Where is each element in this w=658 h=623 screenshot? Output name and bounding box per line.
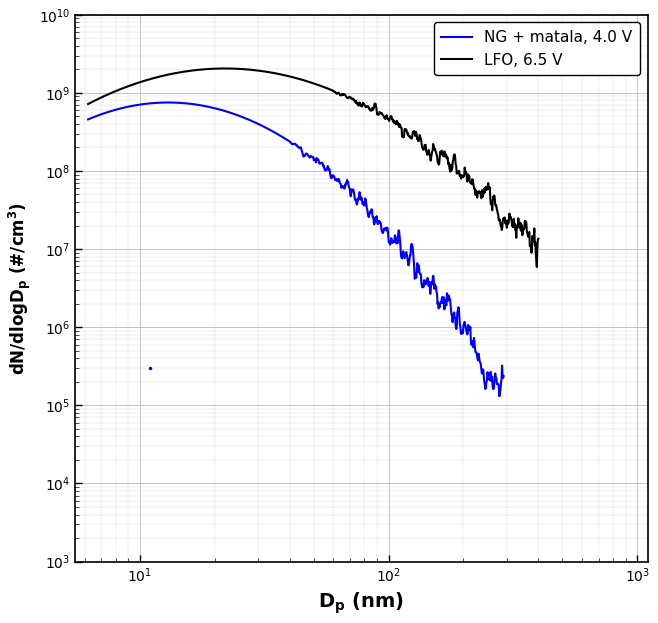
NG + matala, 4.0 V bbox=[110, 107, 118, 114]
LFO, 6.5 V bbox=[533, 264, 541, 271]
Legend: NG + matala, 4.0 V, LFO, 6.5 V: NG + matala, 4.0 V, LFO, 6.5 V bbox=[434, 22, 640, 75]
LFO, 6.5 V bbox=[424, 151, 432, 158]
Y-axis label: $\mathbf{dN/dlogD_p}$ (#/cm$\mathbf{^3}$): $\mathbf{dN/dlogD_p}$ (#/cm$\mathbf{^3}$… bbox=[7, 202, 34, 374]
Line: LFO, 6.5 V: LFO, 6.5 V bbox=[88, 69, 538, 267]
LFO, 6.5 V bbox=[221, 65, 229, 72]
Line: NG + matala, 4.0 V: NG + matala, 4.0 V bbox=[88, 103, 503, 396]
NG + matala, 4.0 V bbox=[337, 181, 345, 188]
NG + matala, 4.0 V bbox=[349, 186, 357, 193]
LFO, 6.5 V bbox=[473, 194, 481, 201]
NG + matala, 4.0 V bbox=[84, 116, 92, 123]
NG + matala, 4.0 V bbox=[326, 168, 334, 176]
NG + matala, 4.0 V bbox=[495, 392, 503, 400]
LFO, 6.5 V bbox=[405, 133, 413, 140]
NG + matala, 4.0 V bbox=[164, 99, 172, 107]
LFO, 6.5 V bbox=[534, 235, 542, 242]
LFO, 6.5 V bbox=[201, 65, 209, 73]
LFO, 6.5 V bbox=[277, 70, 285, 78]
LFO, 6.5 V bbox=[133, 79, 141, 87]
NG + matala, 4.0 V bbox=[499, 373, 507, 380]
NG + matala, 4.0 V bbox=[400, 250, 408, 258]
LFO, 6.5 V bbox=[84, 100, 92, 108]
X-axis label: $\mathbf{D_p}$ (nm): $\mathbf{D_p}$ (nm) bbox=[318, 591, 404, 616]
NG + matala, 4.0 V bbox=[442, 302, 450, 309]
